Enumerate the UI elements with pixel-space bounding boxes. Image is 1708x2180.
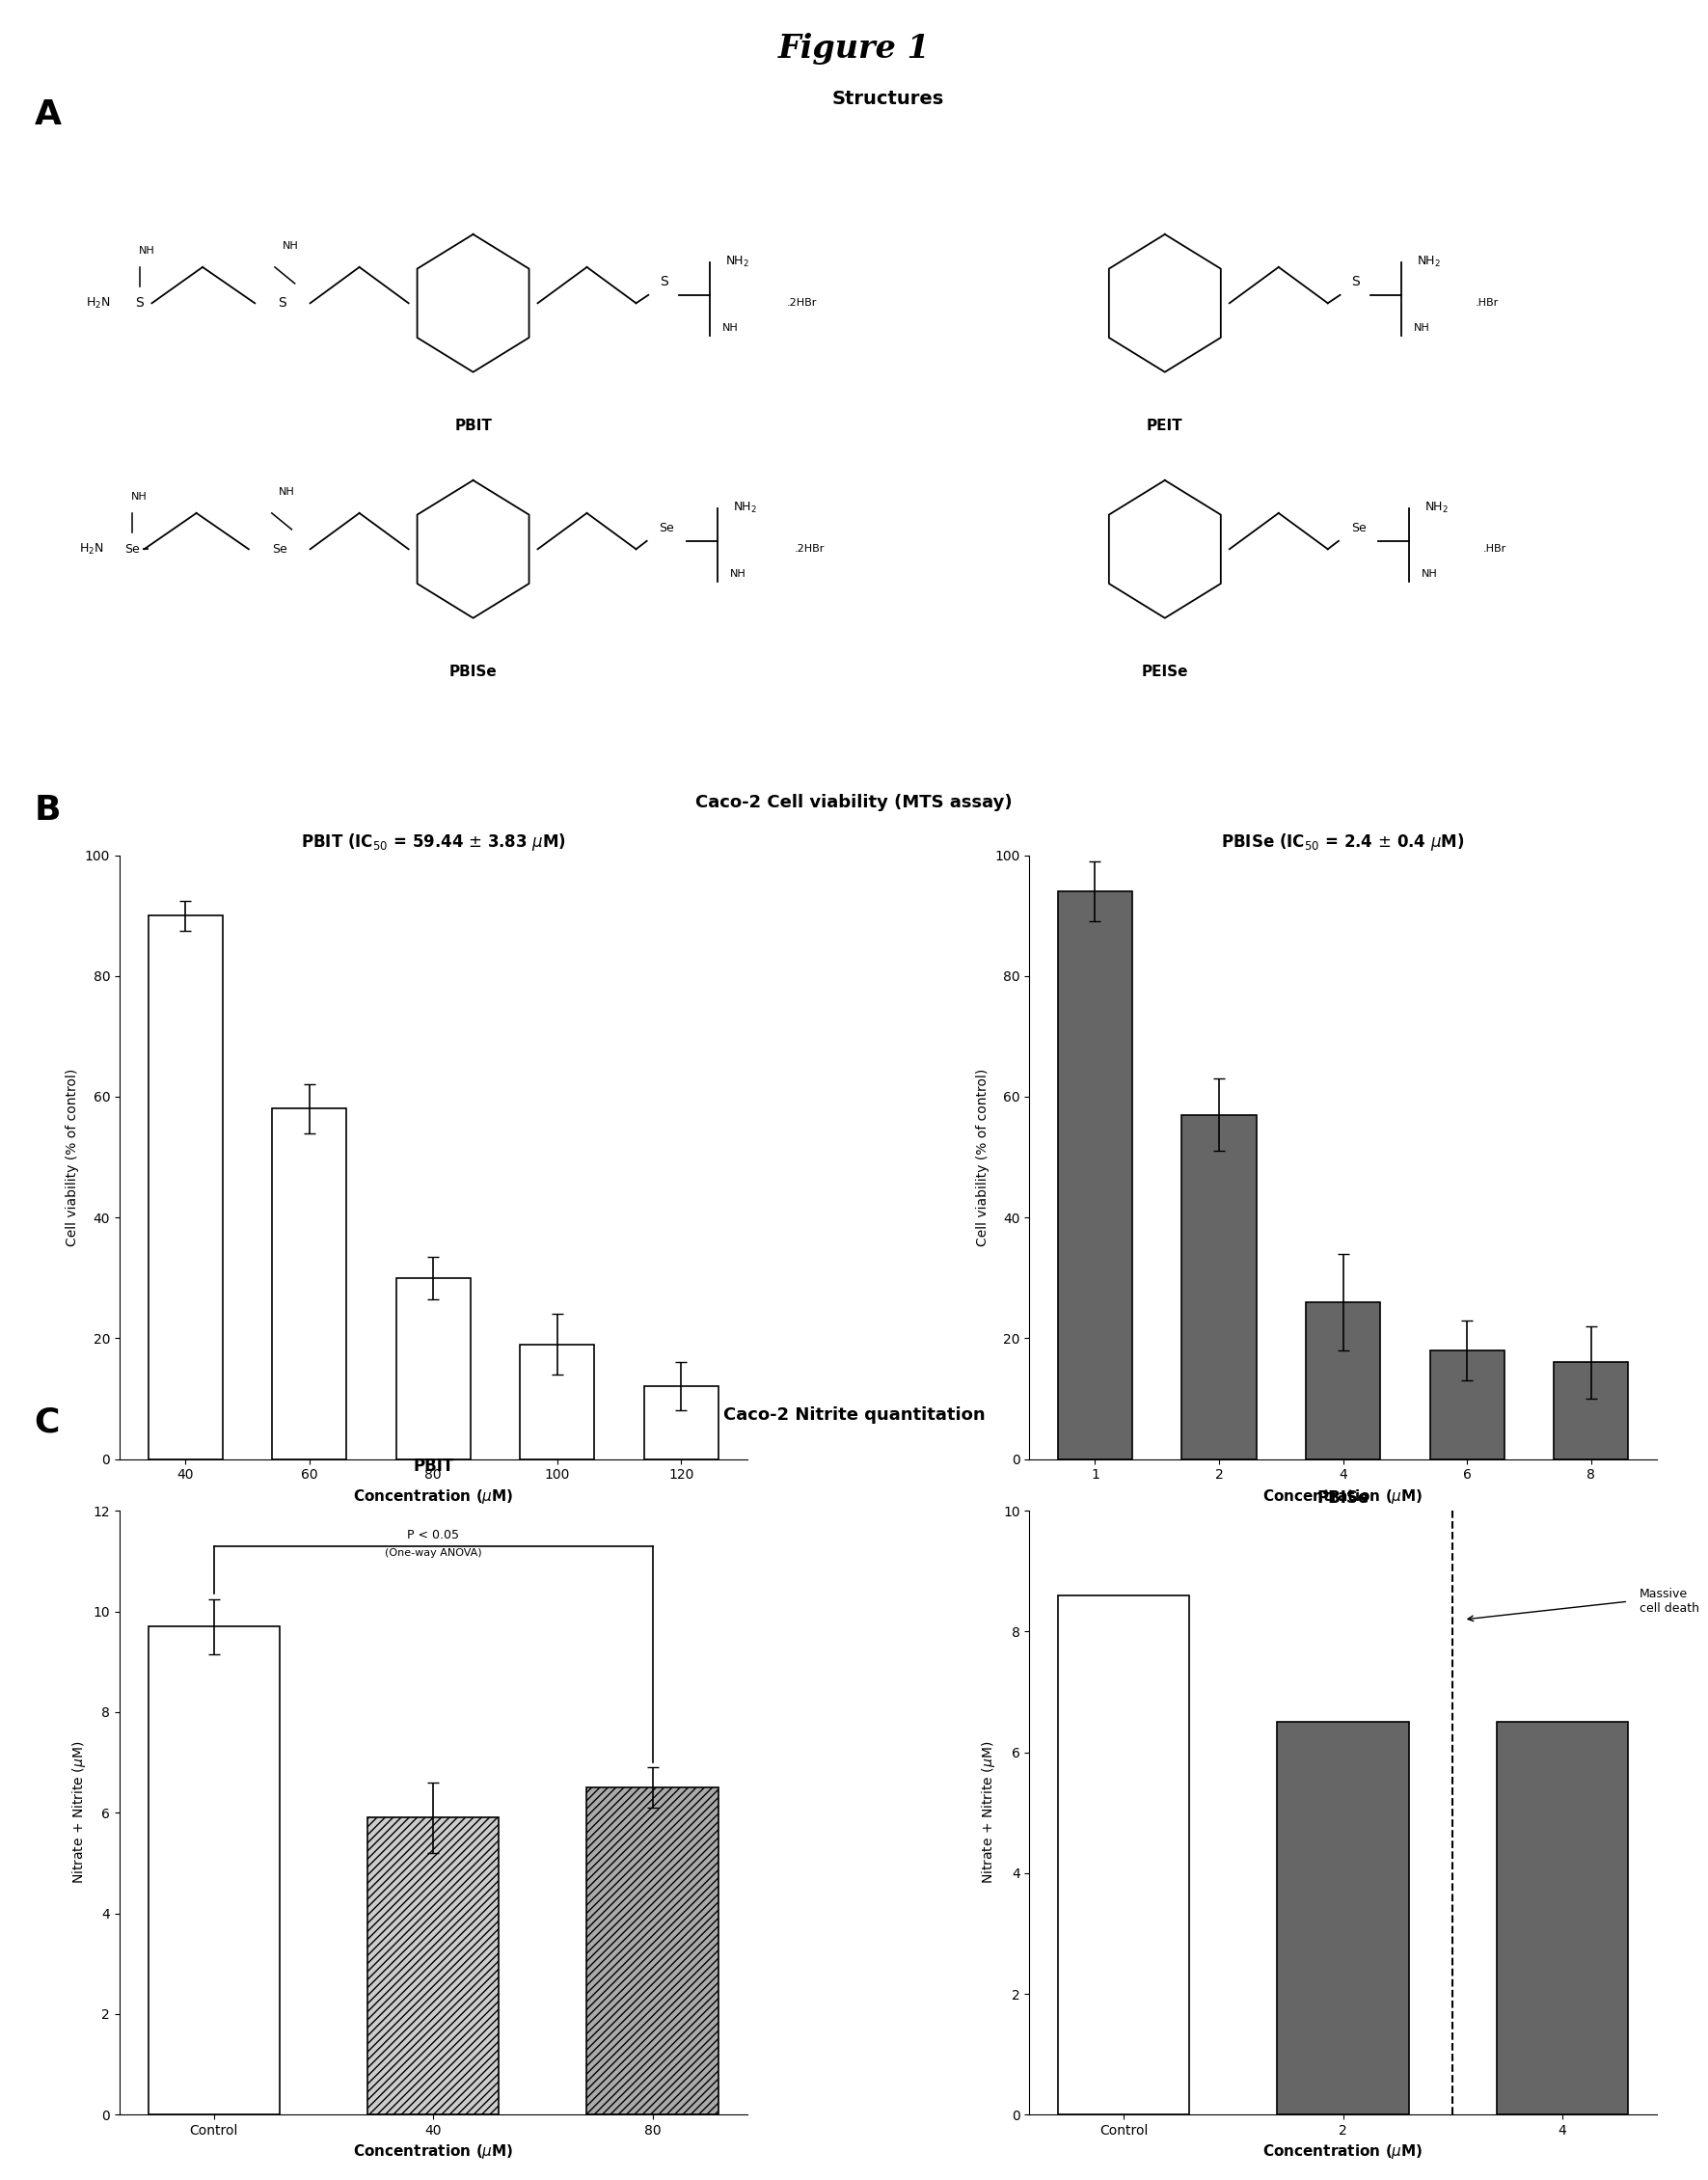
Y-axis label: Cell viability (% of control): Cell viability (% of control) (975, 1068, 989, 1247)
Y-axis label: Nitrate + Nitrite ($\mu$M): Nitrate + Nitrite ($\mu$M) (980, 1742, 997, 1884)
Bar (1554, 1362, 1628, 1458)
Text: H$_2$N: H$_2$N (85, 296, 111, 310)
Text: P < 0.05: P < 0.05 (407, 1528, 459, 1541)
Text: Se: Se (272, 543, 287, 556)
Text: Massive
cell death: Massive cell death (1640, 1587, 1699, 1615)
Text: .2HBr: .2HBr (794, 545, 825, 554)
Text: A: A (34, 98, 61, 131)
Text: H$_2$N: H$_2$N (80, 543, 104, 556)
Text: Structures: Structures (832, 89, 945, 109)
Y-axis label: Nitrate + Nitrite ($\mu$M): Nitrate + Nitrite ($\mu$M) (70, 1742, 87, 1884)
Bar (1307, 1301, 1380, 1458)
Bar (1057, 892, 1132, 1458)
Title: PBIT: PBIT (413, 1456, 454, 1474)
Text: .HBr: .HBr (1483, 545, 1506, 554)
Bar (367, 1818, 499, 2115)
Bar (519, 1345, 594, 1458)
Text: NH: NH (282, 242, 299, 251)
Text: Se: Se (125, 543, 140, 556)
Bar (1182, 1114, 1257, 1458)
Text: PBIT: PBIT (454, 419, 492, 434)
Text: PEISe: PEISe (1141, 665, 1189, 680)
Text: Caco-2 Nitrite quantitation: Caco-2 Nitrite quantitation (722, 1406, 986, 1424)
Text: S: S (135, 296, 143, 310)
Text: S: S (1351, 275, 1360, 288)
Bar (272, 1110, 347, 1458)
Text: S: S (278, 296, 287, 310)
Text: NH$_2$: NH$_2$ (1418, 255, 1442, 270)
Text: NH: NH (138, 246, 155, 255)
Text: NH$_2$: NH$_2$ (1424, 501, 1448, 514)
Title: PBIT (IC$_{50}$ = 59.44 $\pm$ 3.83 $\mu$M): PBIT (IC$_{50}$ = 59.44 $\pm$ 3.83 $\mu$… (301, 833, 565, 852)
Bar (644, 1386, 719, 1458)
Text: NH$_2$: NH$_2$ (733, 501, 757, 514)
Text: C: C (34, 1406, 60, 1439)
Text: NH: NH (729, 569, 746, 578)
Text: NH: NH (132, 493, 147, 501)
Text: .HBr: .HBr (1476, 299, 1498, 307)
Text: Se: Se (1351, 521, 1366, 534)
Y-axis label: Cell viability (% of control): Cell viability (% of control) (67, 1068, 79, 1247)
Text: NH$_2$: NH$_2$ (726, 255, 750, 270)
Bar (396, 1277, 470, 1458)
Text: Caco-2 Cell viability (MTS assay): Caco-2 Cell viability (MTS assay) (695, 794, 1013, 811)
Bar (1496, 1722, 1628, 2115)
Text: PBISe: PBISe (449, 665, 497, 680)
Text: B: B (34, 794, 61, 826)
Bar (149, 916, 222, 1458)
X-axis label: Concentration ($\mu$M): Concentration ($\mu$M) (354, 1487, 514, 1506)
Text: NH: NH (722, 323, 738, 334)
Text: NH: NH (278, 486, 295, 497)
Bar (1430, 1349, 1505, 1458)
Title: PBISe: PBISe (1317, 1489, 1370, 1506)
Title: PBISe (IC$_{50}$ = 2.4 $\pm$ 0.4 $\mu$M): PBISe (IC$_{50}$ = 2.4 $\pm$ 0.4 $\mu$M) (1221, 833, 1465, 852)
Bar (1278, 1722, 1409, 2115)
Text: NH: NH (1421, 569, 1438, 578)
Text: (One-way ANOVA): (One-way ANOVA) (384, 1548, 482, 1559)
X-axis label: Concentration ($\mu$M): Concentration ($\mu$M) (1262, 2143, 1423, 2160)
Text: Figure 1: Figure 1 (777, 33, 931, 65)
X-axis label: Concentration ($\mu$M): Concentration ($\mu$M) (354, 2143, 514, 2160)
X-axis label: Concentration ($\mu$M): Concentration ($\mu$M) (1262, 1487, 1423, 1506)
Bar (588, 1788, 719, 2115)
Text: S: S (659, 275, 668, 288)
Text: NH: NH (1414, 323, 1430, 334)
Bar (149, 1626, 280, 2115)
Text: Se: Se (659, 521, 675, 534)
Text: .2HBr: .2HBr (787, 299, 816, 307)
Text: PEIT: PEIT (1146, 419, 1184, 434)
Bar (1057, 1596, 1189, 2115)
